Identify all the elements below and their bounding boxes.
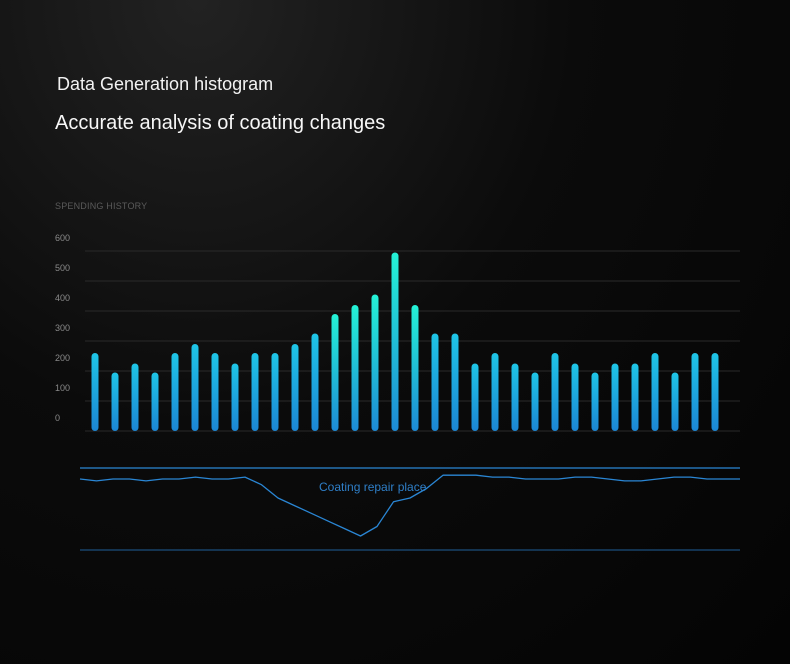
chart-title: SPENDING HISTORY <box>55 201 148 211</box>
bar <box>191 344 199 431</box>
y-tick-label: 600 <box>55 233 70 243</box>
bar <box>331 314 339 431</box>
bar <box>151 372 159 431</box>
bar <box>531 372 539 431</box>
bar <box>651 353 659 431</box>
y-tick-label: 0 <box>55 413 60 423</box>
bar <box>711 353 719 431</box>
bar <box>631 363 639 431</box>
bar <box>271 353 279 431</box>
bar <box>211 353 219 431</box>
bar <box>511 363 519 431</box>
bar <box>591 372 599 431</box>
y-tick-label: 500 <box>55 263 70 273</box>
bar <box>131 363 139 431</box>
bar <box>691 353 699 431</box>
y-tick-label: 100 <box>55 383 70 393</box>
bar <box>231 363 239 431</box>
bar <box>251 353 259 431</box>
y-tick-label: 200 <box>55 353 70 363</box>
bar <box>411 305 419 431</box>
bar <box>91 353 99 431</box>
bar <box>171 353 179 431</box>
bar <box>311 333 319 431</box>
bar <box>111 372 119 431</box>
bar <box>571 363 579 431</box>
y-tick-label: 400 <box>55 293 70 303</box>
bar <box>671 372 679 431</box>
bar <box>491 353 499 431</box>
bar <box>611 363 619 431</box>
bar <box>431 333 439 431</box>
coating-profile-line <box>79 474 740 537</box>
bar <box>371 294 379 431</box>
bar <box>471 363 479 431</box>
coating-repair-annotation: Coating repair place <box>319 480 427 494</box>
page-subtitle: Accurate analysis of coating changes <box>55 112 386 134</box>
bar <box>291 344 299 431</box>
y-tick-label: 300 <box>55 323 70 333</box>
page-title: Data Generation histogram <box>57 74 274 94</box>
bar <box>551 353 559 431</box>
bar <box>451 333 459 431</box>
bar <box>391 252 399 431</box>
bar <box>351 305 359 431</box>
